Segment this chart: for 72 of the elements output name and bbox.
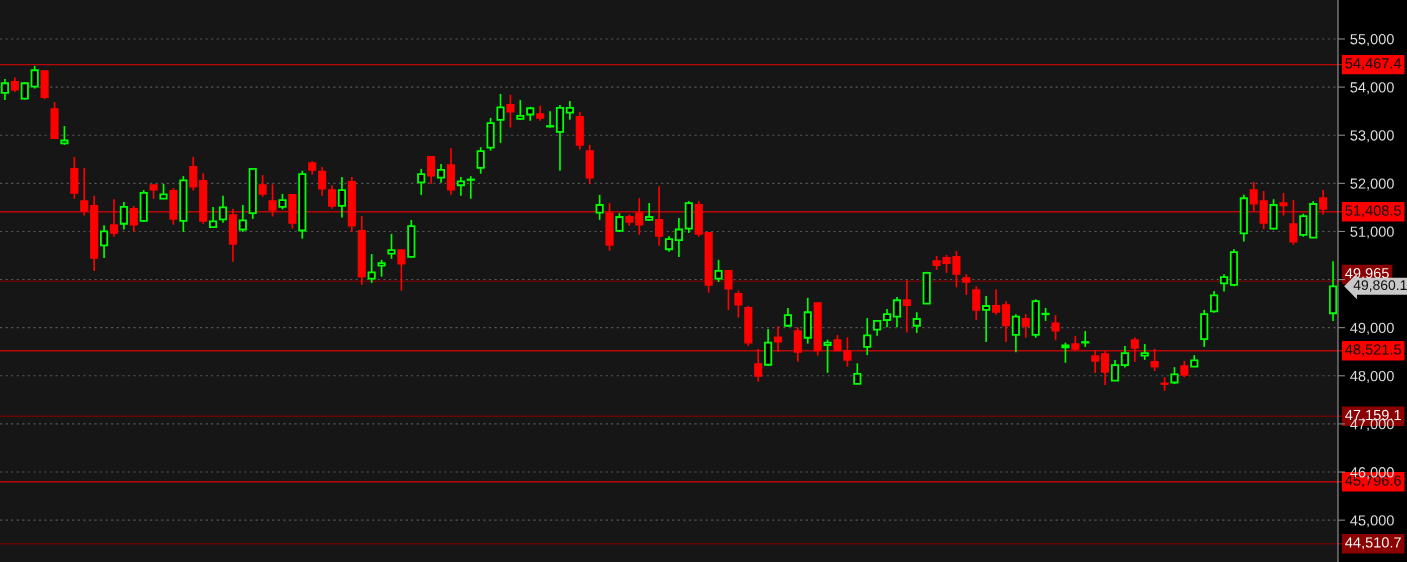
- candlestick: [1299, 212, 1308, 238]
- candlestick: [30, 65, 39, 90]
- candlestick: [615, 212, 624, 233]
- candlestick: [724, 269, 733, 311]
- candlestick: [972, 285, 981, 321]
- candlestick: [99, 224, 109, 259]
- candlestick: [902, 279, 911, 334]
- candlestick: [189, 156, 198, 192]
- y-tick-label: 52,000: [1350, 178, 1394, 191]
- candlestick: [397, 248, 406, 292]
- candlestick: [565, 100, 574, 121]
- y-tick-label: 55,000: [1350, 34, 1394, 47]
- candlestick: [962, 273, 971, 296]
- candlestick: [1269, 198, 1278, 231]
- candlestick: [506, 93, 515, 129]
- candlestick: [1021, 313, 1030, 339]
- candlestick: [387, 233, 396, 260]
- candlestick: [427, 155, 436, 185]
- candlestick: [764, 328, 773, 367]
- candlestick: [337, 176, 347, 219]
- candlestick: [456, 176, 465, 197]
- candlestick: [823, 338, 832, 374]
- candlestick: [1011, 313, 1020, 354]
- y-tick-label: 49,000: [1350, 322, 1394, 335]
- candlestick: [218, 194, 228, 224]
- y-tick-label: 51,000: [1350, 226, 1394, 239]
- candlestick: [476, 146, 485, 175]
- candlestick: [60, 125, 69, 146]
- candlestick: [436, 163, 446, 184]
- y-tick-label: 48,000: [1350, 370, 1394, 383]
- candlestick: [1081, 330, 1090, 348]
- candlestick: [674, 217, 683, 258]
- candlestick: [595, 194, 604, 221]
- candlestick: [714, 258, 723, 283]
- ref-line-label: 54,467.4: [1345, 58, 1402, 71]
- candlestick: [991, 288, 1001, 316]
- candlestick: [1120, 345, 1129, 369]
- candlestick: [238, 204, 247, 233]
- ref-line-label: 51,408.5: [1345, 205, 1401, 218]
- candlestick: [982, 295, 991, 343]
- candlestick: [1061, 341, 1070, 364]
- candlestick: [1140, 343, 1149, 361]
- candlestick: [863, 317, 872, 356]
- candlestick: [516, 99, 525, 121]
- candlestick: [1210, 290, 1219, 314]
- candlestick: [783, 307, 793, 328]
- candlestick: [853, 362, 862, 386]
- candlestick: [496, 92, 505, 144]
- y-tick-label: 54,000: [1350, 82, 1394, 95]
- candlestick: [1001, 300, 1011, 343]
- candlestick: [209, 206, 218, 229]
- candlestick: [1051, 314, 1060, 342]
- ref-line-label: 49,965: [1345, 268, 1389, 281]
- candlestick: [912, 311, 921, 334]
- candlestick: [1110, 359, 1120, 382]
- candlestick: [882, 308, 892, 329]
- candlestick: [318, 166, 327, 197]
- ref-line-label: 44,510.7: [1345, 537, 1401, 550]
- ref-line-label: 48,521.5: [1345, 344, 1401, 357]
- candlestick: [327, 184, 337, 210]
- candlestick: [119, 201, 128, 231]
- candlestick: [0, 78, 10, 101]
- candlestick: [367, 253, 376, 284]
- candlestick: [734, 289, 743, 319]
- candlestick: [892, 296, 902, 329]
- candlestick: [417, 168, 426, 196]
- y-tick-label: 45,000: [1350, 515, 1394, 528]
- candlestick: [466, 175, 475, 200]
- candlestick: [545, 110, 555, 129]
- y-tick-label: 53,000: [1350, 130, 1394, 143]
- text: 49,860.1: [1353, 280, 1407, 292]
- candlestick: [258, 174, 267, 198]
